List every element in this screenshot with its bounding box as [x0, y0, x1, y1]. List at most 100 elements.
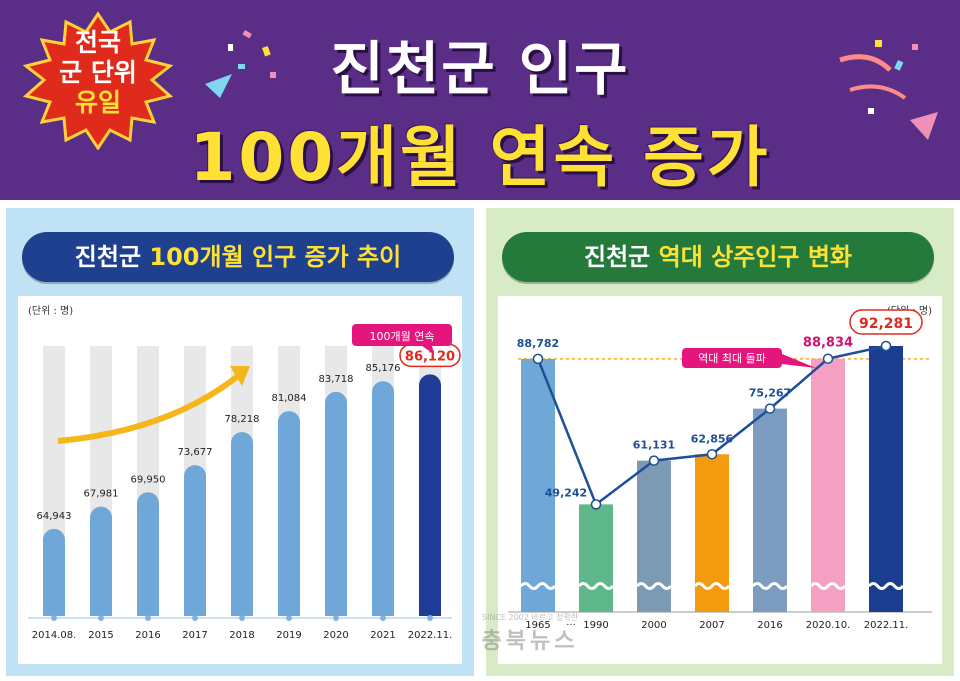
axis-dot	[427, 615, 433, 621]
badge-text: 전국 군 단위 유일	[14, 28, 182, 118]
x-tick-label: 2014.08.	[32, 630, 77, 641]
trend-point	[706, 449, 718, 460]
bar-body	[419, 386, 441, 616]
data-label: 67,981	[84, 489, 119, 500]
axis-dot	[333, 615, 339, 621]
badge-line2: 군 단위	[59, 58, 137, 87]
watermark: SINCE 2002 바르고 정확한 충북뉴스	[440, 612, 620, 655]
axis-dot	[145, 615, 151, 621]
x-tick-label: 2020.10.	[806, 620, 851, 631]
data-label: 61,131	[633, 439, 675, 452]
right-chart-area: (단위 : 명) 196519902000200720162020.10.202…	[498, 296, 942, 664]
axis-ellipsis: ···	[566, 620, 576, 631]
x-tick-label: 2016	[135, 630, 160, 641]
x-tick-label: 2018	[229, 630, 254, 641]
callout-pointer	[782, 354, 816, 368]
badge-line1: 전국	[74, 28, 121, 57]
right-bar-chart: (단위 : 명) 196519902000200720162020.10.202…	[508, 304, 932, 631]
bar-body	[137, 504, 159, 616]
bar-body	[325, 403, 347, 616]
left-panel-title: 진천군 100개월 인구 증가 추이	[22, 232, 454, 282]
data-label: 92,281	[859, 316, 913, 332]
callout-pointer	[422, 346, 434, 354]
trend-point	[880, 340, 892, 352]
starburst-badge	[22, 11, 174, 150]
axis-break-mark	[867, 582, 905, 590]
axis-dot	[98, 615, 104, 621]
data-label: 85,176	[366, 363, 401, 374]
data-label: 64,943	[37, 511, 72, 522]
x-tick-label: 2021	[370, 630, 395, 641]
data-label: 75,267	[749, 387, 791, 400]
bar	[521, 358, 555, 612]
highlight-value-bubble	[849, 309, 923, 335]
axis-dot	[380, 615, 386, 621]
bar	[811, 358, 845, 612]
x-tick-label: 2022.11.	[408, 630, 453, 641]
right-panel: 진천군 역대 상주인구 변화 (단위 : 명) 1965199020002007…	[486, 208, 954, 676]
bar-body	[372, 393, 394, 616]
bar-body	[231, 443, 253, 616]
bar	[753, 408, 787, 612]
x-tick-label: 1990	[583, 620, 608, 631]
callout-box	[682, 348, 782, 368]
trend-point	[648, 455, 660, 466]
callout-text: 역대 최대 돌파	[698, 352, 766, 365]
data-label: 88,782	[517, 337, 559, 350]
confetti-decoration	[205, 29, 938, 140]
left-title-highlight: 100개월 인구 증가 추이	[149, 243, 402, 271]
axis-break-mark	[809, 582, 847, 590]
axis-dot	[239, 615, 245, 621]
data-label: 78,218	[225, 414, 260, 425]
data-label: 86,120	[405, 349, 455, 364]
axis-break-mark	[693, 582, 731, 590]
x-tick-label: 2007	[699, 620, 724, 631]
main-title-line2: 100개월 연속 증가	[189, 119, 771, 196]
bar-body	[43, 540, 65, 616]
x-tick-label: 2015	[88, 630, 113, 641]
data-label: 62,856	[691, 432, 734, 445]
x-tick-label: 2022.11.	[864, 620, 909, 631]
trend-point	[764, 403, 776, 414]
trend-point	[590, 499, 602, 510]
trend-arrow	[57, 373, 240, 444]
watermark-line1: SINCE 2002 바르고 정확한	[481, 613, 579, 622]
axis-break-mark	[519, 582, 557, 590]
x-tick-label: 2020	[323, 630, 348, 641]
left-chart-area: (단위 : 명) 2014.08. 64,943 2015 67,981 2016 69,…	[18, 296, 462, 664]
bar-body	[184, 477, 206, 616]
bar	[869, 346, 903, 612]
badge-line3: 유일	[74, 88, 121, 117]
watermark-line2: 충북뉴스	[481, 629, 579, 654]
trend-point	[532, 353, 544, 365]
data-label: 73,677	[178, 447, 213, 458]
x-tick-label: 2019	[276, 630, 301, 641]
left-title-prefix: 진천군	[74, 243, 150, 271]
main-title-line1: 진천군 인구	[330, 35, 630, 103]
left-panel: 진천군 100개월 인구 증가 추이 (단위 : 명) 2014.08. 64,9…	[6, 208, 474, 676]
callout-box	[352, 324, 452, 346]
callout-text: 100개월 연속	[370, 330, 435, 343]
data-label: 69,950	[131, 474, 166, 485]
x-tick-label: 2016	[757, 620, 782, 631]
header-banner: 전국 군 단위 유일 진천군 인구 100개월 연속 증가	[0, 0, 960, 200]
bar-body	[278, 423, 300, 616]
trend-arrow-head	[230, 366, 250, 386]
bar-body	[90, 518, 112, 616]
data-label: 88,834	[803, 336, 853, 351]
axis-dot	[192, 615, 198, 621]
data-label: 83,718	[319, 374, 354, 385]
axis-break-mark	[751, 582, 789, 590]
left-bar-chart: (단위 : 명) 2014.08. 64,943 2015 67,981 2016 69,…	[28, 304, 461, 641]
axis-dot	[51, 615, 57, 621]
x-tick-label: 1965	[525, 620, 550, 631]
bar	[579, 504, 613, 612]
data-label: 81,084	[272, 393, 307, 404]
axis-dot	[286, 615, 292, 621]
data-label: 49,242	[545, 486, 587, 499]
right-title-highlight: 역대 상주인구 변화	[658, 243, 852, 271]
left-unit-label: (단위 : 명)	[28, 304, 73, 317]
right-panel-title: 진천군 역대 상주인구 변화	[502, 232, 934, 282]
x-tick-label: 2000	[641, 620, 666, 631]
x-tick-label: 2017	[182, 630, 207, 641]
